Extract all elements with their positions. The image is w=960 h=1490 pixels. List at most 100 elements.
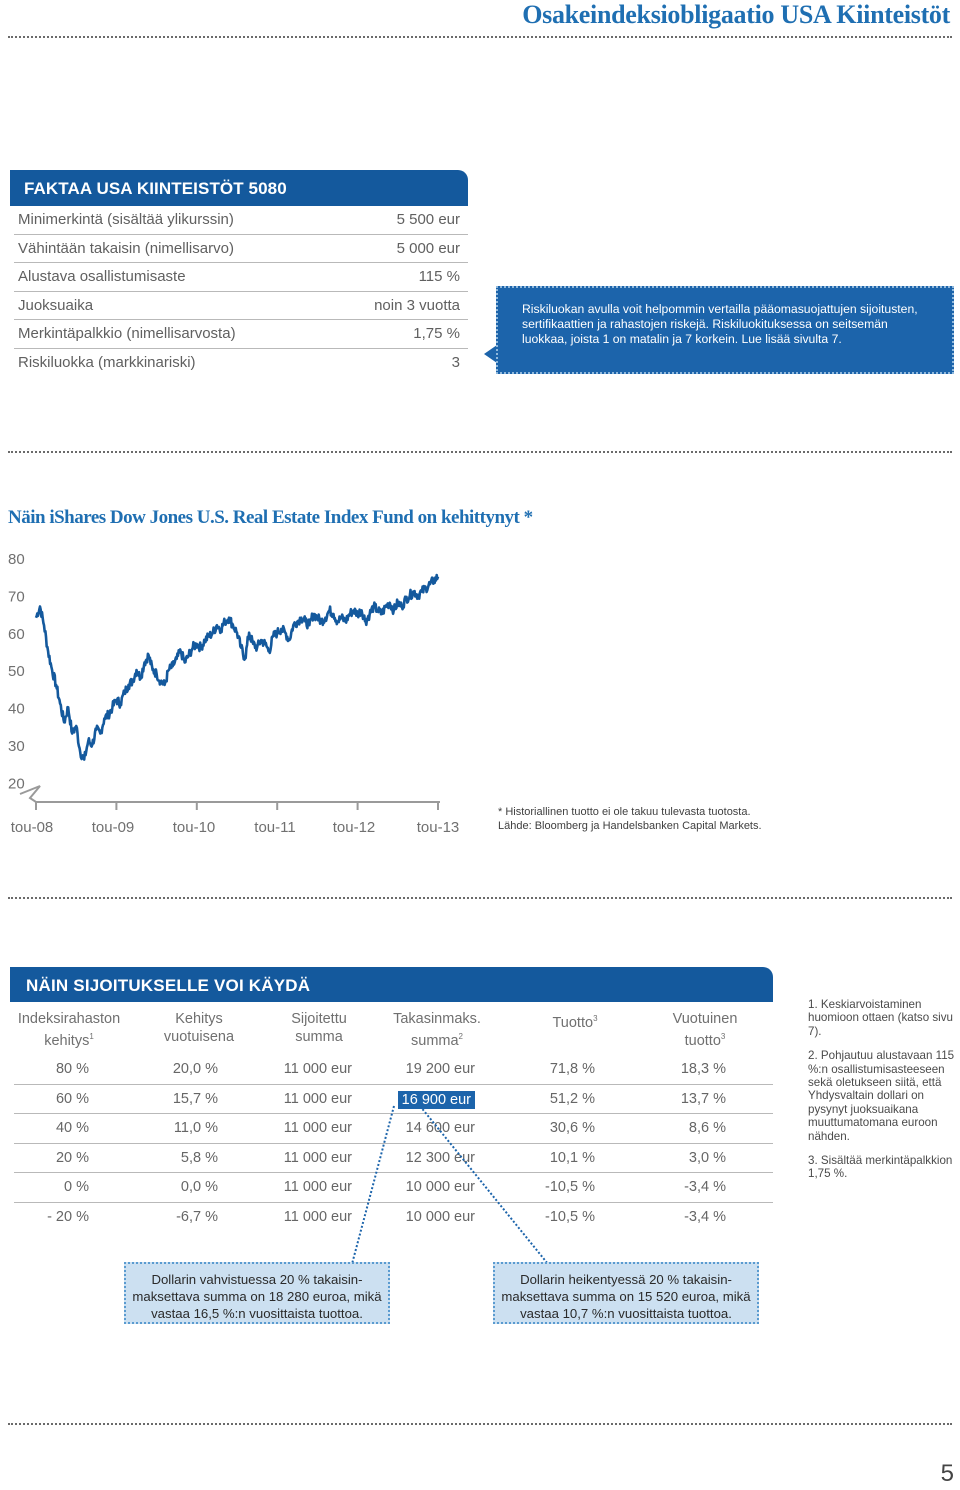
connector-right [419, 1105, 549, 1265]
chart-footnote: * Historiallinen tuotto ei ole takuu tul… [498, 805, 762, 833]
column-header: Takasinmaks. summa2 [372, 1010, 502, 1050]
y-tick-label: 50 [8, 663, 25, 680]
fact-row: Minimerkintä (sisältää ylikurssin) 5 500 … [14, 206, 468, 235]
y-tick-label: 60 [8, 626, 25, 643]
callout-pointer [484, 345, 497, 363]
footnote: 3. Sisältää merkintäpalkkion 1,75 %. [808, 1154, 953, 1181]
box-line: Dollarin heikentyessä 20 % takaisin- [520, 1272, 732, 1287]
table-cell: - 20 % [47, 1208, 89, 1225]
table-cell: 14 600 eur [405, 1120, 475, 1136]
fact-label: Alustava osallistumisaste [18, 268, 186, 286]
table-cell: 20 % [55, 1149, 89, 1166]
table-cell: 11 000 eur [283, 1149, 352, 1166]
fact-value: 5 000 eur [396, 239, 460, 257]
fact-value: 3 [451, 354, 460, 372]
dollar-weakens-box: Dollarin heikentyessä 20 % takaisin- mak… [493, 1262, 759, 1324]
box-line: maksettava summa on 18 280 euroa, mikä [132, 1289, 382, 1304]
table-cell: 16 900 eur [397, 1090, 475, 1109]
box-line: maksettava summa on 15 520 euroa, mikä [501, 1289, 751, 1304]
footnote: 2. Pohjautuu alustavaan 115 %:n osallist… [808, 1049, 955, 1143]
facts-table: Minimerkintä (sisältää ylikurssin) 5 500 … [14, 206, 468, 377]
footnote-mark: 3 [593, 1014, 598, 1023]
table-row: 80 % 20,0 % 11 000 eur 19 200 eur 71,8 % 18,3… [14, 1055, 773, 1085]
table-cell: 19 200 eur [405, 1061, 475, 1077]
column-header: Sijoitettu summa [254, 1010, 384, 1046]
x-tick-label: tou-13 [417, 819, 460, 836]
page-number: 5 [940, 1460, 954, 1487]
table-cell: 51,2 % [549, 1090, 595, 1107]
column-header-line: Indeksirahaston [17, 1011, 121, 1027]
box-line: vastaa 16,5 %:n vuosittaista tuottoa. [151, 1306, 363, 1321]
fact-value: noin 3 vuotta [374, 296, 460, 314]
y-tick-label: 70 [8, 588, 25, 605]
x-tick-label: tou-12 [333, 819, 376, 836]
table-cell: 20,0 % [172, 1061, 218, 1077]
column-header: Vuotuinen tuotto3 [640, 1010, 770, 1050]
column-header-line: vuotuisena [163, 1029, 235, 1045]
table-cell: 10,1 % [549, 1149, 595, 1166]
footnote-mark: 1 [89, 1032, 94, 1041]
footnote-mark: 2 [458, 1032, 463, 1041]
table-cell: 5,8 % [180, 1149, 218, 1166]
fact-row: Juoksuaika noin 3 vuotta [14, 292, 468, 320]
table-cell: 11 000 eur [283, 1120, 352, 1136]
box-line: Dollarin vahvistuessa 20 % takaisin- [151, 1272, 363, 1287]
fact-value: 115 % [418, 268, 460, 286]
fact-value: 1,75 % [413, 325, 460, 343]
table-row: - 20 % -6,7 % 11 000 eur 10 000 eur -10,5 % -… [14, 1203, 773, 1233]
table-cell: -10,5 % [545, 1179, 595, 1195]
table-row: 20 % 5,8 % 11 000 eur 12 300 eur 10,1 % 3,0 % [14, 1144, 773, 1173]
y-tick-label: 20 [8, 775, 25, 792]
fact-label: Merkintäpalkkio (nimellisarvosta) [18, 325, 236, 343]
chart-footnote-line: Lähde: Bloomberg ja Handelsbanken Capita… [498, 820, 762, 832]
y-tick-label: 30 [8, 738, 25, 755]
table-cell: 11 000 eur [283, 1208, 352, 1225]
column-header-line: Tuotto [552, 1014, 594, 1031]
fact-row: Vähintään takaisin (nimellisarvo) 5 000 e… [14, 235, 468, 263]
table-cell: 18,3 % [680, 1061, 726, 1077]
table-cell: 11 000 eur [283, 1061, 352, 1077]
fact-row: Alustava osallistumisaste 115 % [14, 263, 468, 292]
column-header-line: kehitys [44, 1032, 90, 1049]
column-header: Indeksirahaston kehitys1 [4, 1010, 134, 1050]
side-notes: 1. Keskiarvoistaminen huomioon ottaen (k… [808, 998, 958, 1192]
table-cell: -10,5 % [545, 1208, 595, 1225]
page-title: Osakeindeksiobligaatio USA Kiinteistöt [522, 0, 950, 29]
table-cell: 3,0 % [688, 1149, 726, 1166]
x-axis [19, 785, 440, 803]
table-cell: 40 % [55, 1120, 89, 1136]
table-cell: 0,0 % [180, 1179, 218, 1195]
facts-heading: FAKTAA USA KIINTEISTÖT 5080 [10, 170, 468, 206]
table-row: 40 % 11,0 % 11 000 eur 14 600 eur 30,6 % 8,6 … [14, 1114, 773, 1144]
fact-label: Vähintään takaisin (nimellisarvo) [18, 239, 234, 257]
table-row: 60 % 15,7 % 11 000 eur 16 900 eur 51,2 % 13,7… [14, 1085, 773, 1114]
line-chart: 80 70 60 50 40 30 20 tou-08 tou-09 tou-10 tou-11 to… [8, 551, 460, 836]
column-header-line: Sijoitettu [291, 1011, 347, 1027]
divider [8, 897, 952, 899]
table-cell: 60 % [55, 1090, 89, 1107]
x-tick-label: tou-08 [11, 819, 54, 836]
box-line: vastaa 10,7 %:n vuosittaista tuottoa. [520, 1306, 732, 1321]
table-cell: -3,4 % [684, 1208, 726, 1225]
fact-label: Juoksuaika [18, 296, 94, 314]
connector-lines [351, 1105, 549, 1265]
table-cell: 11 000 eur [283, 1179, 352, 1195]
table-cell: 10 000 eur [405, 1179, 475, 1195]
column-header-line: tuotto [684, 1032, 721, 1049]
x-tick-label: tou-11 [254, 819, 295, 836]
table-cell: 80 % [55, 1061, 89, 1077]
fact-value: 5 500 eur [396, 211, 460, 229]
dollar-strengthens-box: Dollarin vahvistuessa 20 % takaisin- mak… [124, 1262, 390, 1324]
column-header-line: Takasinmaks. [393, 1011, 481, 1027]
x-tick-label: tou-09 [92, 819, 135, 836]
fact-label: Minimerkintä (sisältää ylikurssin) [18, 211, 234, 229]
column-header-line: Kehitys [175, 1011, 223, 1027]
column-header-line: Vuotuinen [672, 1011, 738, 1027]
column-header: Tuotto3 [510, 1010, 640, 1032]
footnote-mark: 3 [720, 1032, 726, 1041]
chart-title: Näin iShares Dow Jones U.S. Real Estate … [8, 507, 533, 528]
returns-heading: NÄIN SIJOITUKSELLE VOI KÄYDÄ [10, 967, 773, 1002]
series-line [34, 573, 440, 761]
x-tick-label: tou-10 [173, 819, 216, 836]
column-header-line: summa [295, 1029, 343, 1045]
